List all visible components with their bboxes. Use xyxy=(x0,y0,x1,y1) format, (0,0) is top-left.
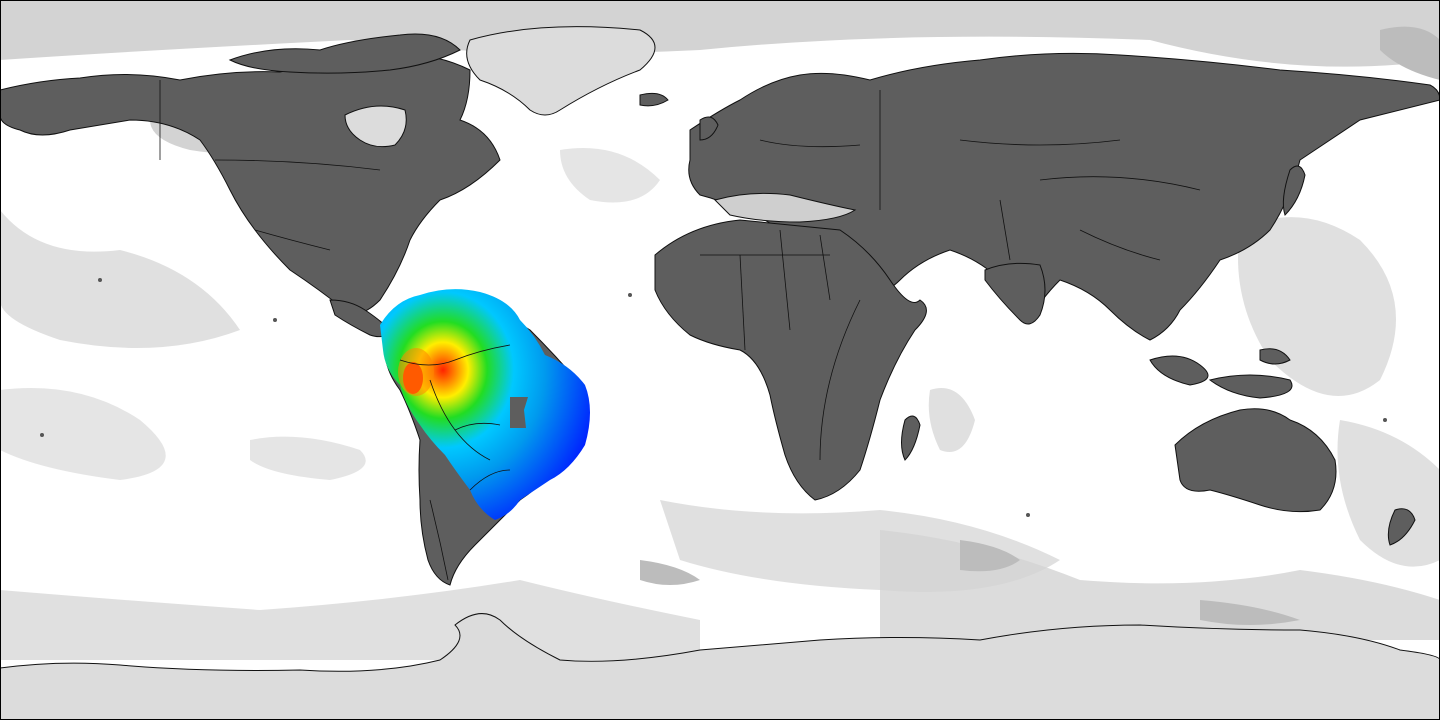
antarctica xyxy=(0,613,1440,720)
arctic-islands xyxy=(228,33,461,74)
heatmap-orange-ring xyxy=(398,348,434,396)
japan xyxy=(1282,165,1306,216)
india xyxy=(984,262,1046,325)
species-density-heatmap xyxy=(380,289,590,581)
data-point-markers xyxy=(40,278,1387,517)
hudson-bay xyxy=(344,105,407,148)
southeast-asia-islands xyxy=(1149,348,1293,399)
heatmap-blob xyxy=(380,289,590,520)
mediterranean-sea xyxy=(714,192,857,223)
sparse-data-dark-patches xyxy=(640,26,1440,625)
iceland xyxy=(639,92,669,107)
madagascar xyxy=(901,415,921,461)
greenland xyxy=(466,26,656,116)
australia xyxy=(1174,408,1337,513)
africa xyxy=(654,219,927,501)
british-isles xyxy=(699,116,719,141)
new-zealand xyxy=(1387,508,1416,546)
country-borders xyxy=(159,80,1201,461)
heatmap-gap xyxy=(510,397,528,428)
south-america-borders xyxy=(399,344,511,581)
